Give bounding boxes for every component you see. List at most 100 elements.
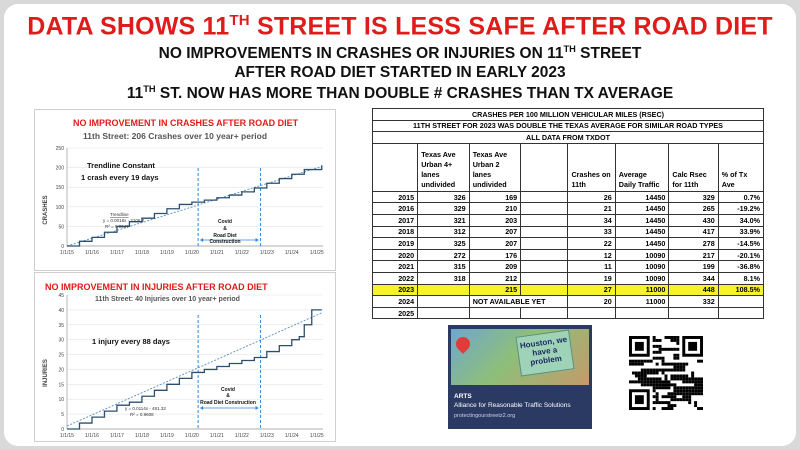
subheadline-2: AFTER ROAD DIET STARTED IN EARLY 2023	[234, 64, 566, 81]
table-cell: 209	[468, 260, 522, 273]
qr-module	[676, 341, 680, 345]
qr-module	[682, 398, 686, 402]
qr-module	[670, 336, 674, 339]
qr-module	[646, 371, 650, 375]
qr-module	[637, 374, 641, 378]
x-tick-label: 1/1/19	[160, 250, 174, 256]
qr-module	[658, 401, 662, 405]
table-cell: 10090	[614, 248, 670, 262]
y-tick-label: 100	[56, 205, 65, 211]
qr-module	[661, 356, 665, 360]
qr-module	[676, 392, 680, 396]
table-cell	[520, 237, 569, 250]
qr-module	[661, 380, 665, 384]
qr-module	[652, 407, 656, 410]
qr-module	[649, 383, 653, 387]
qr-module	[631, 359, 635, 363]
headline: DATA SHOWS 11TH STREET IS LESS SAFE AFTE…	[27, 12, 773, 41]
header-cell: Texas Ave Urban 2 lanes undivided	[468, 142, 522, 192]
table-cell	[520, 202, 569, 215]
qr-module	[667, 347, 671, 351]
qr-module	[640, 380, 644, 384]
trend-label: Trendline	[110, 212, 129, 217]
qr-module	[664, 386, 668, 390]
qr-module	[652, 356, 656, 360]
qr-module	[664, 407, 668, 410]
qr-module	[658, 383, 662, 387]
qr-module	[667, 383, 671, 387]
qr-module	[658, 344, 662, 348]
qr-module	[631, 380, 635, 384]
qr-module	[661, 386, 665, 390]
qr-module	[640, 377, 644, 381]
qr-module	[655, 392, 659, 396]
table-cell: 11000	[614, 295, 670, 308]
table-cell: 14450	[614, 202, 670, 215]
qr-code[interactable]	[629, 336, 703, 410]
qr-module	[655, 350, 659, 354]
qr-module	[673, 338, 677, 342]
covid-label: Covid	[218, 219, 232, 225]
table-cell: 34.0%	[717, 213, 765, 227]
qr-module	[664, 362, 668, 366]
qr-module	[694, 386, 698, 390]
table-cell: 176	[468, 248, 522, 262]
table-cell	[614, 306, 670, 320]
qr-module	[670, 404, 674, 408]
table-cell	[520, 213, 569, 227]
qr-module	[667, 395, 671, 399]
y-tick-label: 30	[58, 338, 64, 344]
qr-module	[700, 386, 703, 390]
qr-module	[646, 359, 650, 363]
qr-module	[643, 374, 647, 378]
qr-finder-core	[634, 395, 644, 405]
qr-module	[643, 359, 647, 363]
qr-module	[679, 368, 683, 372]
table-cell: 448	[668, 283, 719, 297]
table-cell: 2025	[371, 306, 419, 320]
qr-module	[691, 374, 695, 378]
qr-module	[670, 377, 674, 381]
qr-module	[694, 383, 698, 387]
qr-module	[658, 347, 662, 351]
table-cell: 11	[567, 260, 616, 273]
qr-module	[673, 356, 677, 360]
qr-module	[685, 374, 689, 378]
crash-chart: 0 50 100 150 200 250 1/1/15 1/1/16 1/1/17 1/1/18 1…	[43, 118, 324, 256]
table-cell: 2017	[371, 213, 419, 227]
qr-module	[676, 398, 680, 402]
table-cell: 26	[567, 190, 616, 204]
trend-equation: y = 0.0114x - 481.32	[125, 406, 166, 411]
qr-module	[676, 368, 680, 372]
qr-module	[697, 392, 701, 396]
table-cell	[668, 306, 719, 320]
qr-module	[655, 395, 659, 399]
qr-module	[694, 404, 698, 408]
qr-module	[673, 386, 677, 390]
header-cell	[371, 142, 419, 192]
qr-module	[640, 359, 644, 363]
y-tick-label: 150	[56, 185, 65, 191]
houston-note: Houston, we have a problem	[515, 329, 575, 377]
qr-module	[670, 407, 674, 410]
header-cell: Crashes on 11th	[567, 142, 616, 192]
qr-module	[700, 389, 703, 393]
qr-module	[637, 362, 641, 366]
chart-subtitle: 11th Street: 206 Crashes over 10 year+ p…	[83, 131, 267, 141]
qr-module	[631, 362, 635, 366]
qr-module	[634, 371, 638, 375]
qr-module	[691, 386, 695, 390]
qr-module	[673, 362, 677, 366]
qr-module	[664, 368, 668, 372]
table-cell: 265	[668, 202, 719, 215]
table-cell: 0.7%	[717, 190, 765, 204]
table-cell	[468, 306, 522, 320]
table-cell	[520, 225, 569, 239]
y-axis-label: CRASHES	[43, 195, 49, 224]
qr-module	[667, 380, 671, 384]
qr-module	[688, 401, 692, 405]
covid-amp: &	[223, 226, 227, 232]
y-tick-label: 20	[58, 367, 64, 373]
table-cell: 207	[468, 237, 522, 250]
qr-module	[655, 380, 659, 384]
